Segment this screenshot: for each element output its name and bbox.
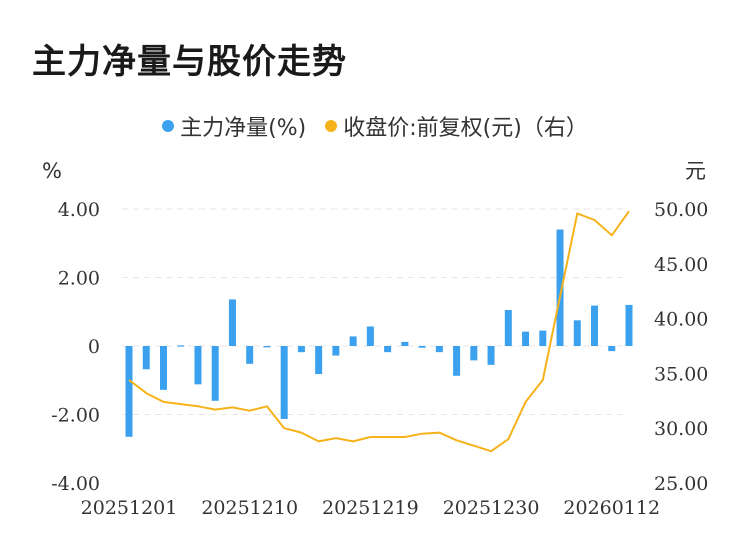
legend-dot-line [325, 120, 338, 132]
x-tick-label: 20251230 [443, 497, 540, 519]
left-tick-label: -2.00 [51, 405, 100, 427]
x-tick-label: 20251210 [201, 497, 298, 519]
left-axis-unit: % [42, 159, 62, 183]
right-tick-label: 50.00 [654, 199, 708, 221]
bar [142, 346, 150, 370]
right-axis-ticks: 50.00 45.00 40.00 35.00 30.00 25.00 [654, 199, 708, 495]
legend-label-line: 收盘价:前复权(元)（右） [343, 116, 588, 141]
right-axis-unit: 元 [685, 159, 706, 183]
legend-item-bar[interactable]: 主力净量(%) [162, 110, 306, 142]
bar [332, 346, 340, 356]
left-tick-label: 0 [88, 336, 100, 358]
line-series [128, 210, 630, 453]
bar [228, 299, 236, 346]
bar [159, 346, 167, 390]
bar [401, 341, 409, 346]
bar [297, 346, 305, 353]
bar [435, 346, 443, 353]
bar [608, 346, 616, 352]
bar [470, 346, 478, 361]
bar [349, 336, 357, 346]
bar [573, 320, 581, 346]
right-tick-label: 25.00 [654, 473, 708, 495]
bar [366, 326, 374, 346]
bar [539, 330, 547, 346]
bar [591, 305, 599, 346]
bar-series [125, 229, 633, 437]
bar [194, 346, 202, 385]
bar [125, 346, 133, 437]
bar [384, 346, 392, 353]
left-tick-label: -4.00 [51, 473, 100, 495]
x-axis-ticks: 20251201 20251210 20251219 20251230 20260112 [81, 497, 660, 519]
x-tick-label: 20260112 [563, 497, 660, 519]
bar [487, 346, 495, 365]
bar [453, 346, 461, 376]
left-tick-label: 2.00 [58, 268, 100, 290]
bar [246, 346, 254, 364]
price-line [128, 210, 630, 453]
bar [211, 346, 219, 401]
right-tick-label: 30.00 [654, 418, 708, 440]
x-tick-label: 20251219 [322, 497, 419, 519]
left-tick-label: 4.00 [58, 199, 100, 221]
right-tick-label: 40.00 [654, 309, 708, 331]
bar [522, 331, 530, 346]
bar [263, 346, 271, 348]
right-tick-label: 45.00 [654, 254, 708, 276]
bar [556, 229, 564, 346]
left-axis-ticks: 4.00 2.00 0 -2.00 -4.00 [51, 199, 100, 495]
x-tick-label: 20251201 [81, 497, 178, 519]
legend-label-bar: 主力净量(%) [180, 116, 307, 141]
legend: 主力净量(%) 收盘价:前复权(元)（右） [0, 110, 750, 142]
bar [504, 310, 512, 346]
legend-item-line[interactable]: 收盘价:前复权(元)（右） [325, 110, 588, 142]
bar [418, 346, 426, 348]
bar [177, 345, 185, 347]
legend-dot-bar [162, 120, 175, 132]
bar [315, 346, 323, 375]
chart-title: 主力净量与股价走势 [32, 42, 347, 82]
bar [280, 346, 288, 419]
right-tick-label: 35.00 [654, 363, 708, 385]
bar [625, 304, 633, 346]
